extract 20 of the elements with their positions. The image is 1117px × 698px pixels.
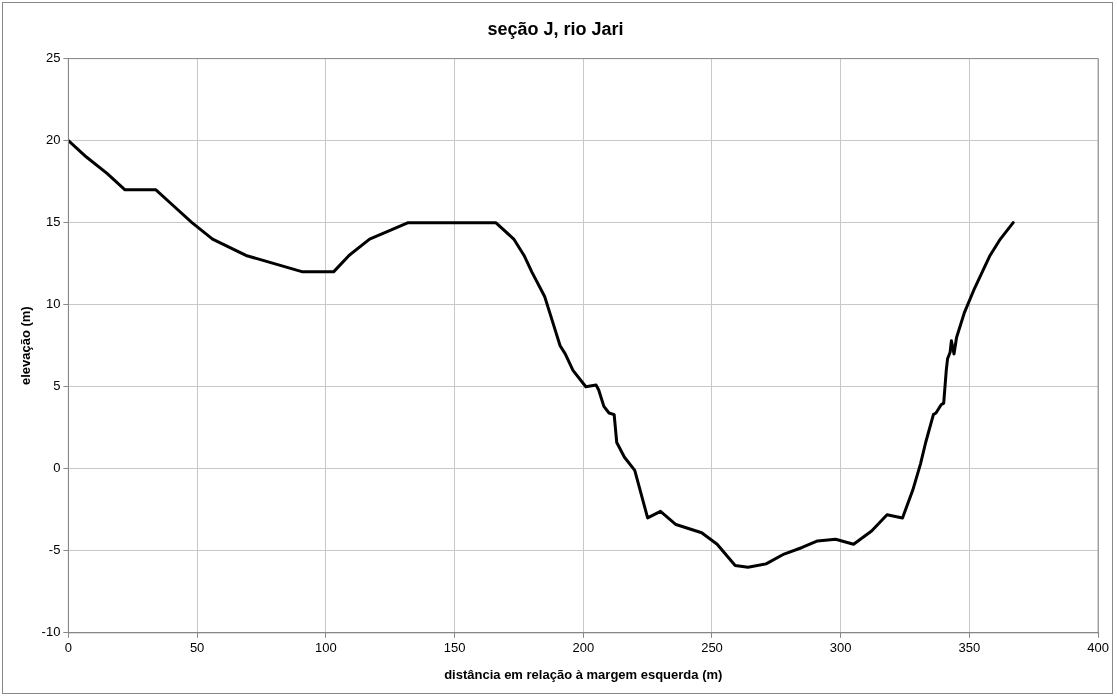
x-tick-label: 350 (958, 640, 981, 656)
y-tick-label: 5 (53, 378, 61, 394)
y-tick-label: -5 (48, 542, 61, 558)
chart-title: seção J, rio Jari (487, 18, 624, 39)
x-tick-label: 250 (701, 640, 723, 656)
y-tick-label: 0 (53, 460, 61, 476)
x-tick-label: 300 (829, 640, 852, 656)
x-tick-label: 0 (64, 640, 73, 656)
x-tick-label: 50 (189, 640, 205, 656)
x-tick-label: 400 (1087, 640, 1110, 656)
y-tick-label: 10 (45, 296, 61, 312)
y-axis-title: elevação (m) (18, 306, 34, 386)
x-tick-label: 150 (443, 640, 466, 656)
y-tick-label: 15 (45, 214, 61, 230)
y-tick-label: 25 (45, 50, 61, 66)
y-tick-label: 20 (45, 132, 61, 148)
y-tick-label: -10 (41, 624, 61, 640)
x-axis-title: distância em relação à margem esquerda (m) (444, 666, 723, 682)
x-tick-label: 200 (572, 640, 595, 656)
x-tick-label: 100 (314, 640, 337, 656)
